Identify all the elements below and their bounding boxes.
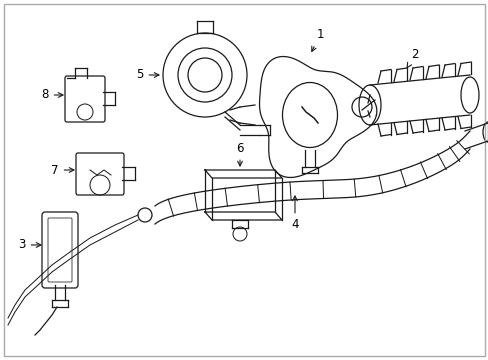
Text: 8: 8 — [41, 89, 63, 102]
Text: 3: 3 — [18, 238, 41, 252]
Text: 1: 1 — [311, 28, 323, 51]
Text: 7: 7 — [51, 163, 74, 176]
Text: 5: 5 — [136, 68, 159, 81]
Text: 6: 6 — [236, 141, 243, 166]
Text: 2: 2 — [407, 49, 418, 68]
Text: 4: 4 — [291, 196, 298, 231]
